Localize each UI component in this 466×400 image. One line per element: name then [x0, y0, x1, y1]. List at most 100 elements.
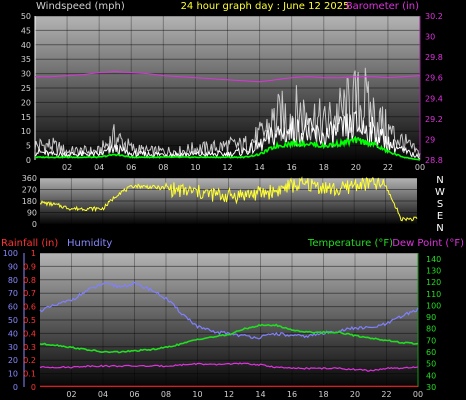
barometer-tick-label: 29.8 [425, 53, 443, 62]
climate-x-tick-label: 16 [287, 390, 297, 399]
temperature-tick-label: 40 [426, 371, 436, 380]
humidity-tick-label: 30 [8, 343, 18, 352]
humidity-tick-label: 80 [8, 276, 18, 285]
compass-label: E [437, 211, 443, 222]
rain-tick-label: 0.3 [23, 343, 36, 352]
wind-tick-label: 25 [21, 84, 31, 93]
direction-series [39, 176, 418, 222]
direction-tick-label: 180 [22, 197, 37, 206]
climate-x-tick-label: 02 [66, 390, 76, 399]
compass-label: N [436, 175, 443, 186]
wind-tick-label: 50 [21, 12, 31, 21]
barometer-axis-labels: 28.8 29 29.2 29.4 29.6 29.8 30 30.2 [425, 12, 443, 165]
series-temp-line [39, 323, 419, 354]
humidity-tick-label: 100 [3, 249, 18, 258]
wind-x-tick-label: 08 [158, 163, 168, 172]
wind-tick-label: 30 [21, 70, 31, 79]
wind-x-tick-label: 10 [190, 163, 200, 172]
temperature-tick-label: 60 [426, 348, 436, 357]
climate-x-tick-label: 06 [129, 390, 139, 399]
direction-tick-label: 90 [27, 209, 37, 218]
temperature-tick-label: 110 [426, 290, 441, 299]
compass-label: W [435, 187, 445, 198]
dew-point-axis-title: Dew Point (°F) [392, 238, 464, 249]
rain-tick-label: 0 [31, 383, 36, 392]
climate-x-tick-label: 12 [224, 390, 234, 399]
wind-x-tick-label: 18 [319, 163, 329, 172]
wind-x-tick-label: 14 [254, 163, 264, 172]
climate-grid [23, 252, 419, 388]
wind-axis-labels: 0 5 10 15 20 25 30 35 40 45 50 [21, 12, 31, 165]
direction-panel-background [40, 178, 417, 224]
climate-panel-background [40, 253, 418, 387]
direction-tick-label: 0 [32, 220, 37, 229]
wind-x-tick-label: 04 [94, 163, 104, 172]
temperature-tick-label: 100 [426, 301, 441, 310]
wind-tick-label: 0 [26, 156, 31, 165]
temperature-tick-label: 140 [426, 255, 441, 264]
wind-x-tick-label: 00 [415, 163, 425, 172]
series-gust-line [34, 67, 421, 158]
wind-x-tick-label: 22 [383, 163, 393, 172]
wind-series [34, 67, 421, 161]
rain-axis-title: Rainfall (in) [1, 238, 58, 249]
barometer-tick-label: 29.2 [425, 115, 443, 124]
direction-tick-label: 360 [22, 174, 37, 183]
direction-grid [40, 177, 417, 225]
rain-axis-labels: 0 0.1 0.2 0.3 0.4 0.5 0.6 0.7 0.8 0.9 1 [23, 249, 36, 392]
wind-x-tick-label: 16 [287, 163, 297, 172]
direction-tick-label: 270 [22, 186, 37, 195]
barometer-tick-label: 28.8 [425, 156, 443, 165]
climate-x-tick-label: 14 [255, 390, 265, 399]
wind-tick-label: 35 [21, 55, 31, 64]
humidity-tick-label: 40 [8, 329, 18, 338]
temperature-tick-label: 50 [426, 360, 436, 369]
wind-x-tick-label: 02 [62, 163, 72, 172]
humidity-tick-label: 20 [8, 356, 18, 365]
rain-tick-label: 0.1 [23, 370, 36, 379]
compass-label: S [437, 199, 443, 210]
climate-x-tick-label: 04 [98, 390, 108, 399]
climate-x-axis-labels: 02 04 06 08 10 12 14 16 18 20 22 00 [66, 390, 423, 399]
series-direction-line [39, 176, 418, 222]
series-baro-line [35, 70, 421, 83]
temperature-tick-label: 30 [426, 383, 436, 392]
wind-axis-title: Windspeed (mph) [36, 1, 125, 12]
climate-x-tick-label: 08 [161, 390, 171, 399]
climate-x-tick-label: 00 [413, 390, 423, 399]
rain-tick-label: 0.8 [23, 276, 36, 285]
temperature-tick-label: 70 [426, 336, 436, 345]
climate-x-tick-label: 10 [192, 390, 202, 399]
temperature-axis-title: Temperature (°F) [307, 238, 393, 249]
rain-tick-label: 1 [31, 249, 36, 258]
rain-tick-label: 0.2 [23, 356, 36, 365]
temperature-tick-label: 120 [426, 278, 441, 287]
compass-label: N [436, 223, 443, 234]
chart-title: 24 hour graph day : June 12 2025 [181, 1, 350, 12]
wind-tick-label: 40 [21, 41, 31, 50]
humidity-tick-label: 10 [8, 370, 18, 379]
series-avg-line [34, 135, 421, 161]
temperature-tick-label: 80 [426, 325, 436, 334]
humidity-tick-label: 0 [13, 383, 18, 392]
humidity-tick-label: 90 [8, 262, 18, 271]
wind-x-tick-label: 06 [126, 163, 136, 172]
barometer-tick-label: 29.4 [425, 94, 443, 103]
wind-grid [34, 15, 421, 161]
series-dew-line [39, 362, 419, 372]
series-humidity-line [39, 281, 419, 340]
climate-x-tick-label: 18 [318, 390, 328, 399]
barometer-tick-label: 29 [425, 135, 435, 144]
barometer-tick-label: 30 [425, 33, 435, 42]
wind-x-tick-label: 12 [222, 163, 232, 172]
humidity-tick-label: 50 [8, 316, 18, 325]
humidity-tick-label: 70 [8, 289, 18, 298]
wind-x-tick-label: 20 [351, 163, 361, 172]
wind-tick-label: 5 [26, 142, 31, 151]
temperature-axis-labels: 30 40 50 60 70 80 90 100 110 120 130 140 [426, 255, 441, 392]
